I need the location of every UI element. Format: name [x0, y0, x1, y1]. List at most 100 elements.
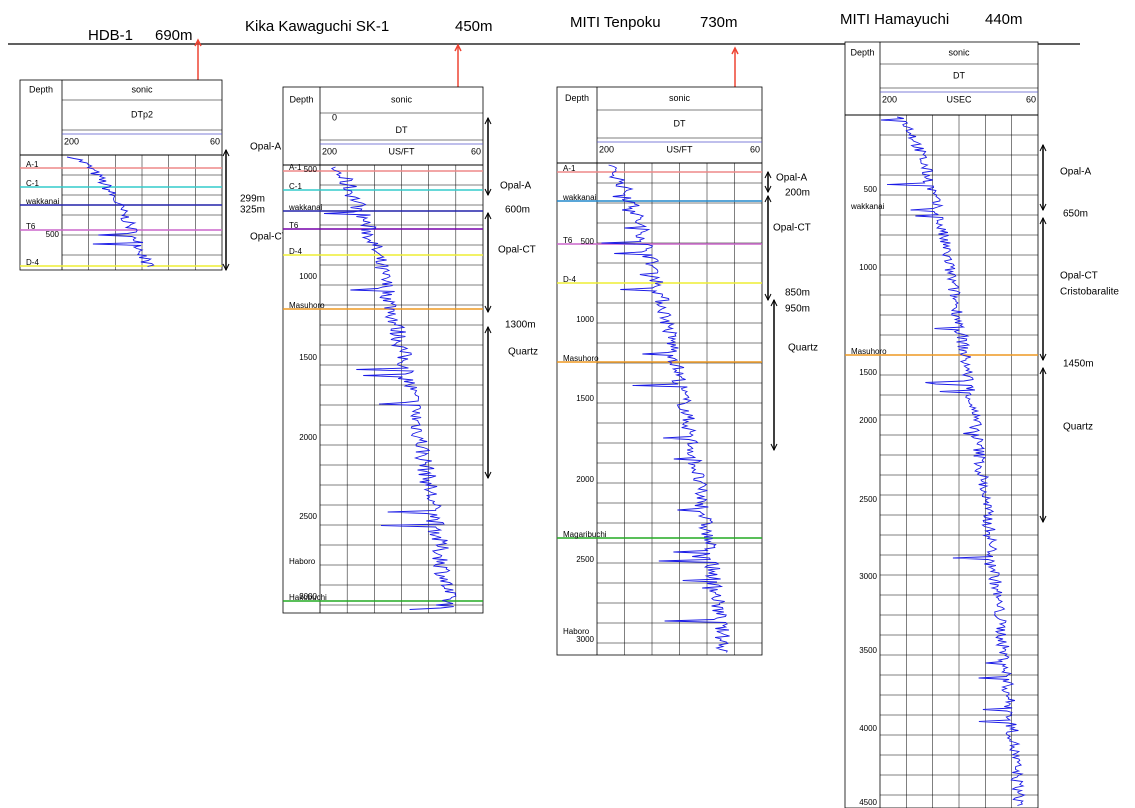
zone-annotation: 325m	[240, 205, 265, 216]
depth-label: 2500	[576, 555, 594, 564]
arrow-head	[484, 116, 492, 125]
horizon-label: wakkanai	[25, 197, 60, 206]
scale-left: 200	[322, 146, 337, 156]
zone-annotation: Quartz	[1063, 422, 1093, 433]
horizon-label: wakkanai	[562, 193, 597, 202]
horizon-label: T6	[289, 221, 299, 230]
red-arrow-head	[454, 43, 462, 52]
depth-label: 2500	[299, 512, 317, 521]
horizon-label: wakkanai	[850, 202, 885, 211]
zone-annotation: 1300m	[505, 320, 536, 331]
arrow-head	[764, 194, 772, 203]
depth-label: 500	[46, 230, 60, 239]
depth-label: 1000	[576, 315, 594, 324]
depth-label: 1500	[859, 368, 877, 377]
scale-zero: 0	[332, 112, 337, 122]
scale-right: 60	[750, 144, 760, 154]
arrow-head	[222, 148, 230, 157]
zone-annotation: Opal-CT	[773, 223, 811, 234]
sonic-curve	[601, 164, 730, 653]
horizon-label: T6	[563, 236, 573, 245]
depth-header: Depth	[289, 94, 313, 104]
zone-annotation: 200m	[785, 188, 810, 199]
zone-annotation: 1450m	[1063, 359, 1094, 370]
zone-annotation: Opal-A	[500, 181, 531, 192]
scale-unit: US/FT	[389, 146, 416, 156]
horizon-label: C-1	[289, 182, 302, 191]
sonic-curve	[880, 116, 1026, 806]
horizon-label: C-1	[26, 179, 39, 188]
depth-label: 3000	[576, 635, 594, 644]
depth-label: 500	[304, 165, 318, 174]
zone-annotation: Quartz	[788, 343, 818, 354]
well-elevation: 690m	[155, 27, 193, 44]
zone-annotation: Opal-CT	[498, 245, 536, 256]
zone-annotation: Opal-A	[776, 173, 807, 184]
sonic-curve	[66, 156, 155, 267]
horizon-label: Hakobuchi	[289, 593, 327, 602]
log-header: sonic	[669, 93, 691, 103]
horizon-label: Magaribuchi	[563, 530, 607, 539]
log-header: sonic	[131, 84, 153, 94]
sonic-curve	[323, 166, 457, 610]
curve-name: DT	[396, 125, 408, 135]
depth-label: 3000	[299, 592, 317, 601]
arrow-head	[484, 211, 492, 220]
horizon-label: A-1	[26, 160, 39, 169]
curve-name: DTp2	[131, 109, 153, 119]
depth-label: 500	[581, 237, 595, 246]
scale-unit: US/FT	[667, 144, 694, 154]
red-arrow-head	[194, 38, 202, 47]
depth-label: 2000	[299, 433, 317, 442]
depth-label: 1500	[576, 394, 594, 403]
scale-right: 60	[1026, 94, 1036, 104]
zone-annotation: Opal-A	[250, 142, 281, 153]
depth-label: 500	[864, 185, 878, 194]
arrow-head	[770, 298, 778, 307]
depth-header: Depth	[850, 47, 874, 57]
zone-annotation: 600m	[505, 205, 530, 216]
depth-header: Depth	[29, 84, 53, 94]
scale-right: 60	[210, 136, 220, 146]
scale-unit: USEC	[946, 94, 972, 104]
well-elevation: 730m	[700, 14, 738, 31]
arrow-head	[1039, 366, 1047, 375]
scale-left: 200	[64, 136, 79, 146]
arrow-head	[1039, 143, 1047, 152]
well-elevation: 450m	[455, 18, 493, 35]
curve-name: DT	[953, 70, 965, 80]
zone-annotation: 950m	[785, 304, 810, 315]
horizon-label: D-4	[289, 247, 302, 256]
depth-label: 4500	[859, 798, 877, 807]
depth-label: 3500	[859, 646, 877, 655]
arrow-head	[764, 170, 772, 179]
log-header: sonic	[948, 47, 970, 57]
log-panel	[556, 86, 763, 656]
well-name: HDB-1	[88, 27, 133, 44]
horizon-label: T6	[26, 222, 36, 231]
well-name: MITI Tenpoku	[570, 14, 661, 31]
arrow-head	[770, 443, 778, 452]
scale-left: 200	[882, 94, 897, 104]
arrow-head	[1039, 203, 1047, 212]
depth-label: 2000	[859, 416, 877, 425]
red-arrow-head	[731, 46, 739, 55]
horizon-label: D-4	[563, 275, 576, 284]
zone-annotation: Quartz	[508, 347, 538, 358]
arrow-head	[764, 293, 772, 302]
log-header: sonic	[391, 94, 413, 104]
zone-annotation: 850m	[785, 288, 810, 299]
zone-annotation: 650m	[1063, 209, 1088, 220]
zone-annotation: 299m	[240, 194, 265, 205]
arrow-head	[764, 185, 772, 194]
curve-name: DT	[674, 118, 686, 128]
arrow-head	[1039, 353, 1047, 362]
arrow-head	[1039, 515, 1047, 524]
depth-label: 4000	[859, 724, 877, 733]
scale-left: 200	[599, 144, 614, 154]
depth-label: 1000	[859, 263, 877, 272]
scale-right: 60	[471, 146, 481, 156]
horizon-label: A-1	[563, 164, 576, 173]
arrow-head	[1039, 216, 1047, 225]
